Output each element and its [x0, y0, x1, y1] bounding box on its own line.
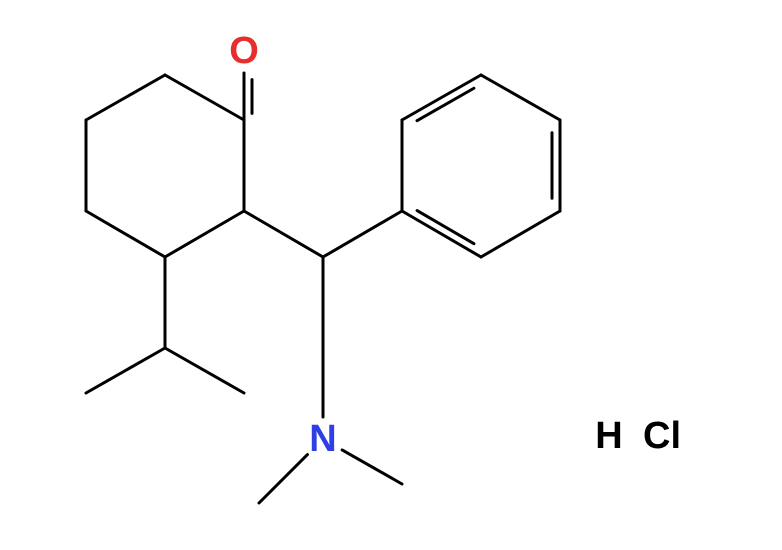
- atom-n: N: [309, 418, 336, 460]
- atom-o: O: [229, 30, 259, 72]
- molecule-diagram: O N H Cl: [0, 0, 782, 550]
- atom-cl: Cl: [643, 415, 681, 457]
- atom-h: H: [595, 415, 622, 457]
